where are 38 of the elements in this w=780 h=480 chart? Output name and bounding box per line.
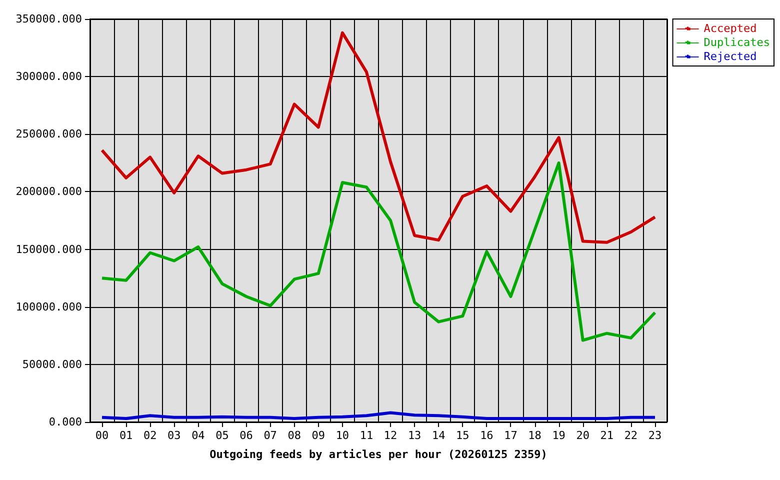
x-tick-label: 04 (192, 429, 206, 442)
x-tick-label: 01 (119, 429, 133, 442)
x-tick-label: 22 (624, 429, 638, 442)
legend-label: Rejected (704, 50, 757, 63)
x-tick-label: 10 (336, 429, 350, 442)
y-tick-label: 350000.000 (16, 12, 82, 26)
x-tick-label: 15 (456, 429, 470, 442)
x-tick-label: 09 (312, 429, 326, 442)
x-axis-title: Outgoing feeds by articles per hour (20260125 2359) (210, 448, 548, 461)
x-tick-label: 19 (552, 429, 566, 442)
x-tick-label: 06 (240, 429, 253, 442)
y-tick-label: 150000.000 (16, 242, 82, 256)
y-tick-label: 50000.000 (22, 358, 82, 371)
x-tick-label: 23 (648, 429, 662, 442)
x-tick-label: 07 (264, 429, 277, 442)
x-tick-label: 20 (576, 429, 590, 442)
x-tick-label: 16 (480, 429, 494, 442)
x-tick-label: 17 (504, 429, 518, 442)
x-tick-label: 14 (432, 429, 446, 442)
line-series (100, 161, 656, 342)
y-tick-label: 300000.000 (16, 70, 82, 84)
legend-label: Accepted (704, 22, 757, 35)
x-tick-label: 08 (288, 429, 301, 442)
y-tick-label: 0.000 (48, 416, 82, 428)
x-tick-label: 02 (143, 429, 157, 442)
x-tick-label: 13 (408, 429, 422, 442)
legend-label: Duplicates (704, 36, 770, 49)
x-tick-label: 03 (168, 429, 181, 442)
line-series (100, 31, 656, 244)
y-tick-label: 200000.000 (16, 185, 82, 198)
x-tick-label: 11 (360, 429, 374, 442)
x-tick-label: 18 (528, 429, 542, 442)
x-tick-label: 00 (95, 429, 109, 442)
y-tick-label: 100000.000 (16, 300, 82, 314)
x-tick-label: 21 (600, 429, 614, 442)
x-tick-label: 12 (384, 429, 398, 442)
y-tick-label: 250000.000 (16, 128, 82, 141)
x-tick-label: 05 (216, 429, 229, 442)
